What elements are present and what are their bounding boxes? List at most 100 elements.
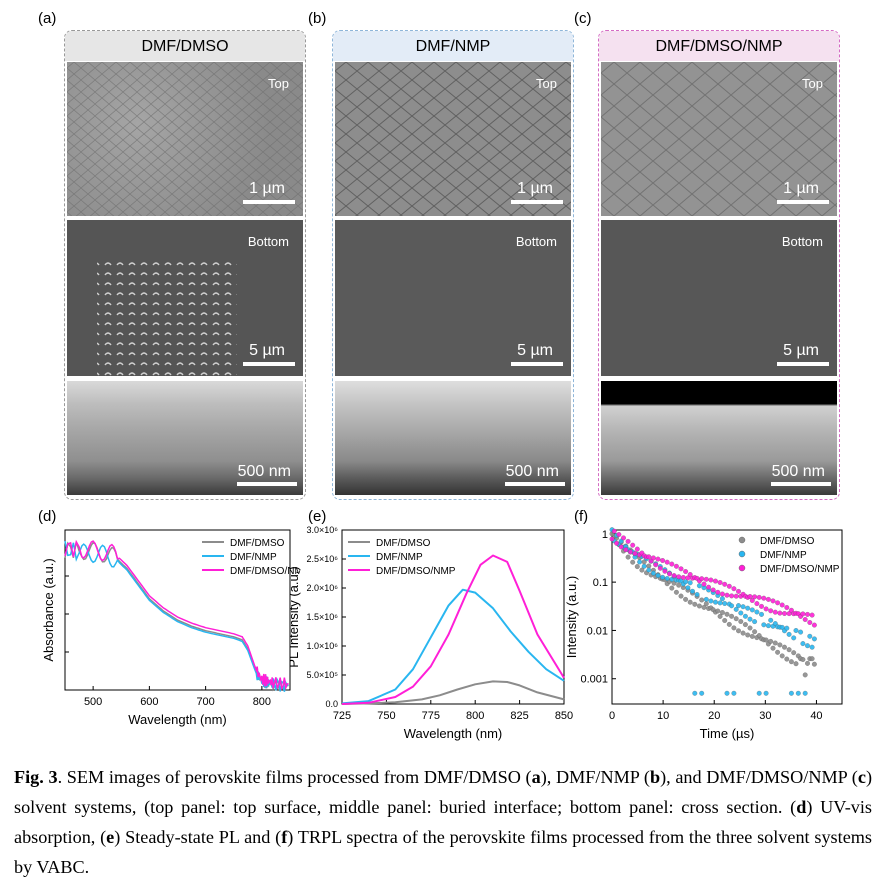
- data-point: [800, 657, 806, 662]
- y-tick-label: 2.5×10⁶: [307, 554, 339, 564]
- x-tick-label: 825: [510, 710, 528, 722]
- y-tick-label: 0.0: [325, 699, 338, 709]
- data-point: [731, 586, 737, 592]
- scale-label-cross: 500 nm: [237, 463, 291, 480]
- data-point: [729, 613, 735, 619]
- data-point: [637, 559, 643, 565]
- sem-cross-section-image: 500 nm: [335, 381, 571, 495]
- grain-texture: [335, 62, 571, 216]
- legend-entry: DMF/DMSO/NMP: [760, 564, 840, 575]
- data-point: [657, 565, 663, 571]
- panel-label-e: (e): [308, 508, 327, 525]
- scale-bar: [777, 362, 829, 366]
- data-point: [703, 576, 709, 582]
- x-tick-label: 20: [708, 710, 720, 722]
- data-point: [719, 596, 725, 602]
- series-line-dmf-dmso: [341, 680, 565, 705]
- data-point: [786, 631, 792, 637]
- data-point: [722, 601, 728, 606]
- data-point: [634, 546, 640, 552]
- data-point: [740, 604, 746, 610]
- data-point: [646, 563, 652, 569]
- data-point: [800, 611, 806, 617]
- data-point: [759, 611, 764, 617]
- uv-vis-absorption-chart: Wavelength (nm) Absorbance (a.u.) 500 600 70…: [41, 529, 300, 727]
- data-point: [777, 610, 783, 616]
- data-point: [768, 638, 774, 644]
- data-point: [646, 554, 652, 560]
- data-point: [699, 597, 705, 603]
- data-point: [788, 659, 794, 665]
- data-point: [791, 635, 797, 641]
- data-point: [749, 607, 755, 613]
- x-axis-label: Wavelength (nm): [128, 712, 227, 727]
- data-point: [713, 578, 718, 584]
- data-point: [752, 594, 758, 600]
- data-point: [779, 602, 785, 608]
- x-tick-label: 40: [810, 710, 822, 722]
- caption-bold: a: [531, 767, 541, 787]
- data-point: [752, 619, 758, 625]
- data-point: [793, 628, 799, 633]
- data-point: [784, 656, 790, 662]
- data-point: [687, 599, 693, 605]
- data-point: [742, 613, 748, 619]
- data-point: [715, 608, 721, 614]
- y-tick-label: 2.0×10⁶: [307, 583, 339, 593]
- data-point: [678, 593, 684, 599]
- y-tick-label: 1.0×10⁶: [307, 641, 339, 651]
- data-point: [692, 690, 698, 696]
- panel-label-d: (d): [38, 508, 57, 525]
- sem-top-label: Top: [536, 76, 557, 91]
- data-point: [690, 588, 695, 594]
- legend-marker: [738, 536, 746, 544]
- data-point: [761, 622, 767, 628]
- sem-bottom-label: Bottom: [515, 234, 557, 249]
- data-point: [634, 564, 640, 570]
- void-texture: [97, 260, 237, 376]
- sem-top-label: Top: [802, 76, 823, 91]
- data-point: [708, 598, 714, 604]
- data-point: [625, 554, 631, 560]
- data-point: [754, 601, 760, 607]
- y-axis-label: PL Intensity (a.u.): [290, 566, 301, 667]
- data-point: [777, 642, 783, 648]
- data-point: [664, 559, 670, 565]
- trpl-decay-chart: Time (µs) Intensity (a.u.) 0 10 20 30 40 0.001 0…: [566, 527, 843, 741]
- data-point: [729, 593, 735, 599]
- x-tick-label: 30: [759, 710, 771, 722]
- legend-marker: [738, 550, 746, 558]
- x-tick-label: 600: [140, 696, 158, 708]
- data-point: [775, 649, 781, 655]
- sem-top-label: Top: [268, 76, 289, 91]
- data-point: [630, 542, 636, 548]
- x-tick-label: 500: [84, 696, 102, 708]
- sem-panel-dmf-nmp: DMF/NMP Top 1 µm Bottom 5 µm 500 nm: [332, 30, 574, 500]
- data-point: [696, 583, 702, 589]
- scale-bar: [243, 362, 295, 366]
- sem-bottom-label: Bottom: [247, 234, 289, 249]
- data-point: [772, 609, 778, 615]
- data-point: [627, 549, 633, 555]
- sem-panel-title: DMF/DMSO/NMP: [599, 31, 839, 61]
- data-point: [683, 596, 689, 602]
- data-point: [621, 535, 626, 541]
- data-point: [763, 690, 769, 696]
- y-tick-label: 1.5×10⁶: [307, 612, 339, 622]
- x-axis-label: Wavelength (nm): [404, 726, 503, 741]
- data-point: [669, 561, 675, 567]
- data-point: [738, 610, 744, 616]
- data-point: [719, 610, 725, 615]
- data-point: [717, 580, 723, 585]
- data-point: [710, 587, 716, 593]
- data-point: [703, 596, 709, 602]
- data-point: [614, 540, 620, 546]
- scale-label-cross: 500 nm: [771, 463, 825, 480]
- scale-label-bottom: 5 µm: [249, 342, 285, 359]
- caption-text: ) UV-vis absorption, (: [14, 797, 872, 847]
- data-point: [807, 633, 813, 639]
- data-point: [717, 600, 723, 606]
- data-point: [793, 661, 799, 667]
- sem-bottom-image: Bottom 5 µm: [335, 220, 571, 376]
- data-point: [747, 594, 753, 599]
